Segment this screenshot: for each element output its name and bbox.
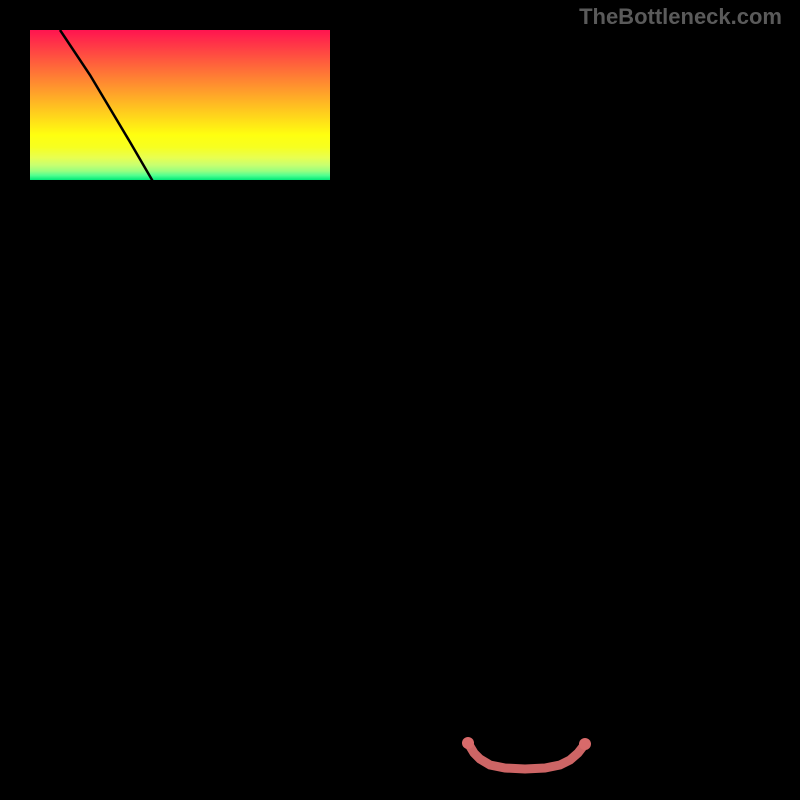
highlight-dots [462,737,591,750]
highlight-curve [468,743,585,769]
plot-area [30,30,785,785]
chart-container: TheBottleneck.com [0,0,800,800]
main-curve [60,30,785,769]
curve-layer [30,30,785,785]
watermark-text: TheBottleneck.com [579,4,782,30]
